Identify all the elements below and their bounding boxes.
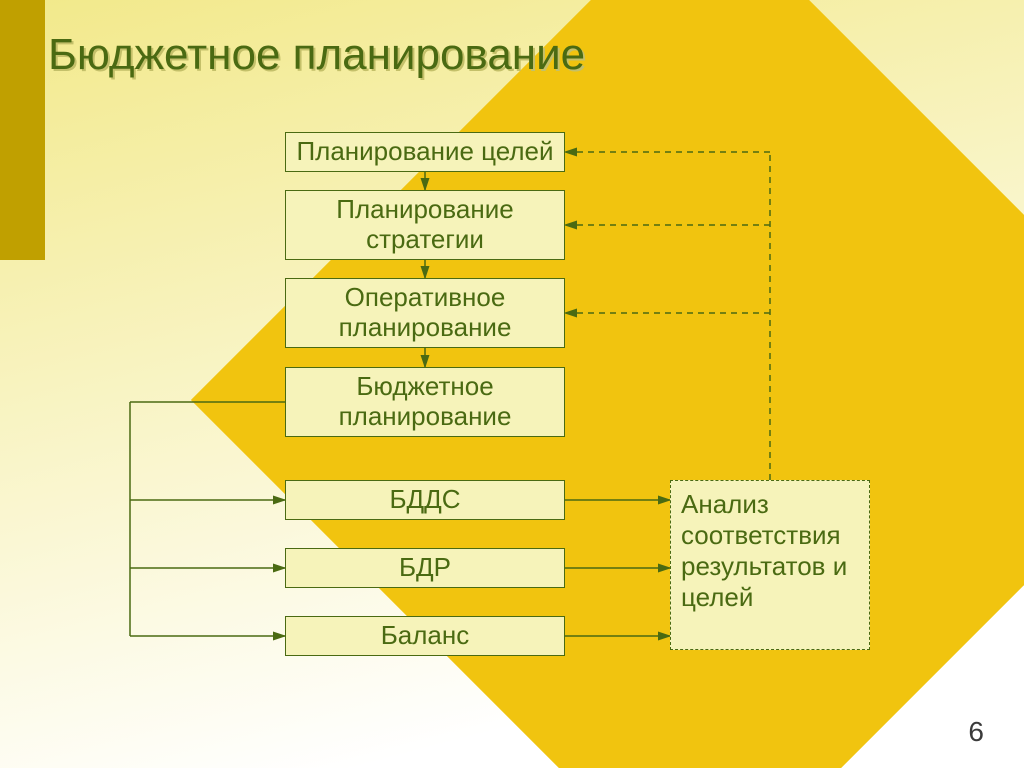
analysis-label: Анализ соответствия результатов и целей: [681, 489, 847, 612]
node-label: Планирование целей: [296, 137, 553, 167]
node-label: БДР: [399, 553, 451, 583]
node-strategy: Планирование стратегии: [285, 190, 565, 260]
analysis-box: Анализ соответствия результатов и целей: [670, 480, 870, 650]
node-label: Планирование стратегии: [286, 195, 564, 255]
boxes-layer: Планирование целей Планирование стратегии…: [0, 0, 1024, 768]
node-label: Баланс: [381, 621, 470, 651]
node-budget: Бюджетное планирование: [285, 367, 565, 437]
node-bdds: БДДС: [285, 480, 565, 520]
node-goals: Планирование целей: [285, 132, 565, 172]
node-balance: Баланс: [285, 616, 565, 656]
node-label: БДДС: [389, 485, 460, 515]
node-bdr: БДР: [285, 548, 565, 588]
node-label: Бюджетное планирование: [286, 372, 564, 432]
node-label: Оперативное планирование: [286, 283, 564, 343]
node-oper: Оперативное планирование: [285, 278, 565, 348]
slide: Бюджетное планирование Планирование целе…: [0, 0, 1024, 768]
